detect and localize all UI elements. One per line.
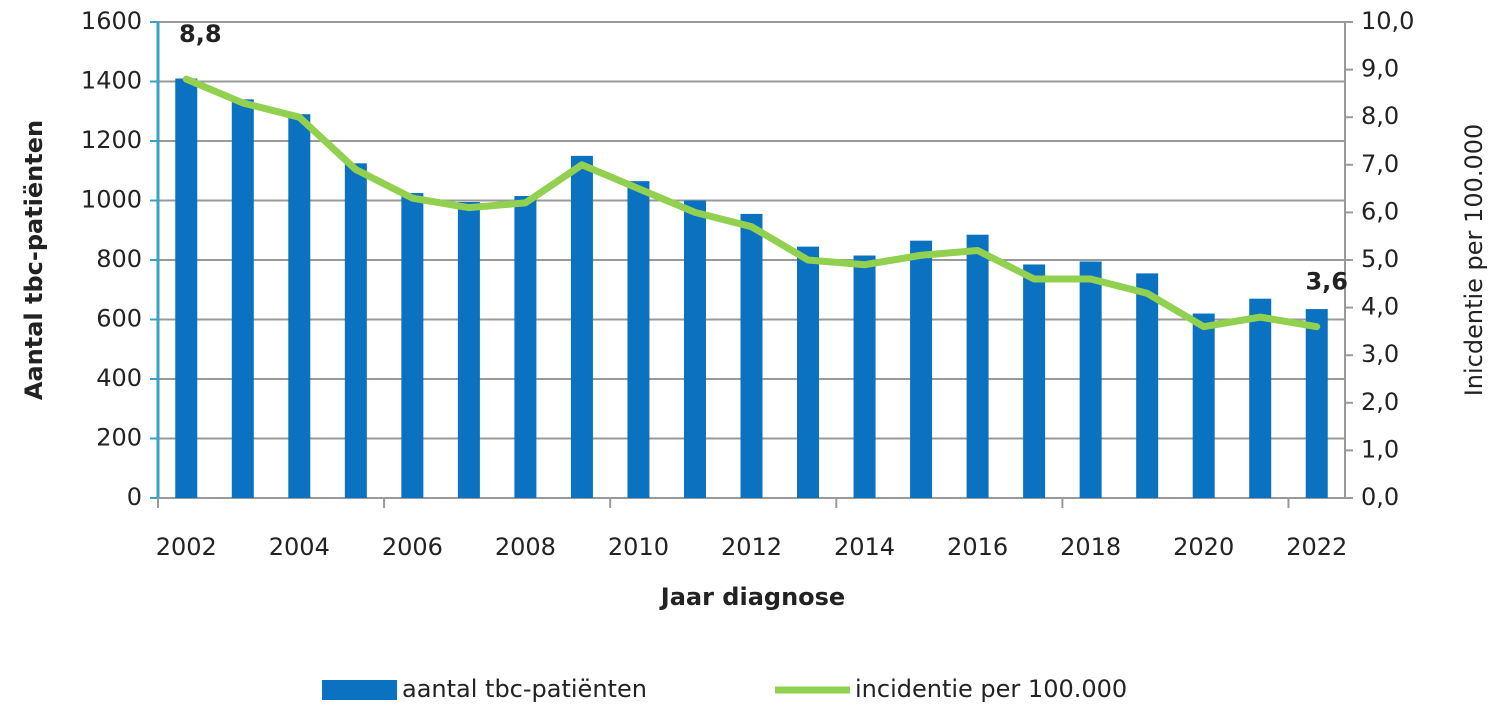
legend-swatch — [322, 680, 397, 700]
bar — [1305, 309, 1328, 498]
bar — [1249, 298, 1272, 498]
data-label: 8,8 — [179, 20, 222, 48]
bar — [1192, 313, 1215, 498]
x-tick-label: 2010 — [608, 533, 669, 561]
y-tick-label: 1200 — [81, 126, 142, 154]
bar — [288, 114, 311, 498]
legend-label: aantal tbc-patiënten — [402, 675, 647, 703]
bar — [683, 200, 706, 498]
y2-tick-label: 2,0 — [1361, 388, 1399, 416]
y2-tick-label: 9,0 — [1361, 55, 1399, 83]
bar — [853, 255, 876, 498]
y2-axis-title: Inicdentie per 100.000 — [1460, 124, 1488, 397]
y-tick-label: 800 — [96, 245, 142, 273]
y-tick-label: 600 — [96, 305, 142, 333]
y2-tick-label: 4,0 — [1361, 293, 1399, 321]
y2-tick-label: 0,0 — [1361, 483, 1399, 511]
line — [182, 75, 1321, 331]
bar — [910, 240, 933, 498]
x-tick-label: 2016 — [947, 533, 1008, 561]
y-tick-label: 400 — [96, 364, 142, 392]
y-tick-label: 1600 — [81, 7, 142, 35]
x-tick-label: 2012 — [721, 533, 782, 561]
bar — [797, 246, 820, 498]
y2-tick-label: 1,0 — [1361, 435, 1399, 463]
y-tick-label: 200 — [96, 424, 142, 452]
bar — [627, 181, 650, 498]
y2-tick-label: 3,0 — [1361, 340, 1399, 368]
x-axis-title: Jaar diagnose — [659, 583, 845, 611]
bar — [966, 234, 989, 498]
x-tick-label: 2002 — [156, 533, 217, 561]
data-label: 3,6 — [1305, 268, 1348, 296]
y-tick-label: 1400 — [81, 67, 142, 95]
x-tick-label: 2006 — [382, 533, 443, 561]
bar — [1079, 261, 1102, 498]
bar — [344, 163, 367, 498]
y2-tick-label: 6,0 — [1361, 197, 1399, 225]
bar — [514, 196, 537, 498]
bar — [457, 201, 480, 499]
x-tick-label: 2022 — [1286, 533, 1347, 561]
y-tick-label: 0 — [127, 483, 142, 511]
x-tick-label: 2004 — [269, 533, 330, 561]
bar — [1136, 273, 1159, 498]
bar — [1023, 264, 1046, 498]
bar — [740, 213, 763, 498]
x-tick-label: 2020 — [1173, 533, 1234, 561]
x-tick-label: 2008 — [495, 533, 556, 561]
x-tick-label: 2018 — [1060, 533, 1121, 561]
y-axis-title: Aantal tbc-patiënten — [20, 120, 48, 400]
bar — [175, 78, 198, 499]
legend-label: incidentie per 100.000 — [855, 675, 1127, 703]
bar — [401, 193, 424, 498]
y2-tick-label: 7,0 — [1361, 150, 1399, 178]
y2-tick-label: 10,0 — [1361, 7, 1414, 35]
bar — [570, 155, 593, 498]
bar — [231, 99, 254, 498]
x-tick-label: 2014 — [834, 533, 895, 561]
y2-tick-label: 8,0 — [1361, 102, 1399, 130]
y-tick-label: 1000 — [81, 186, 142, 214]
y2-tick-label: 5,0 — [1361, 245, 1399, 273]
